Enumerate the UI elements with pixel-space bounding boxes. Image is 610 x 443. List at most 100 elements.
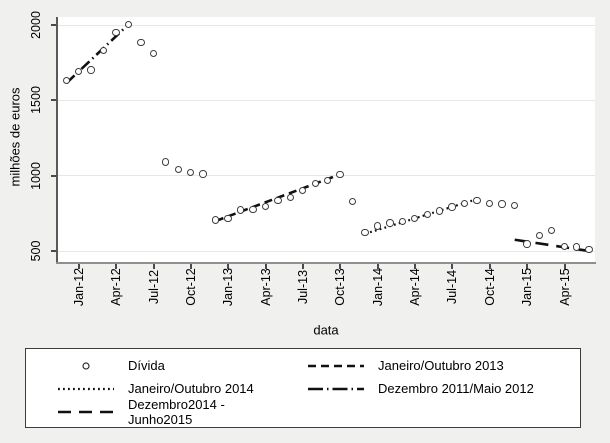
data-point	[261, 202, 270, 210]
data-point	[460, 199, 469, 207]
data-point	[199, 170, 207, 178]
legend-item: Janeiro/Outubro 2013	[286, 358, 580, 373]
x-tick-label: Jan-12	[71, 267, 86, 307]
data-point	[286, 193, 294, 201]
data-point	[124, 21, 133, 29]
y-tick-label: 1500	[29, 86, 43, 115]
data-point	[423, 210, 431, 219]
x-tick-label: Jul-12	[146, 269, 161, 305]
data-point	[373, 222, 382, 230]
data-point	[87, 66, 95, 74]
y-axis-title: milhões de euros	[7, 87, 23, 187]
legend: Dívida Janeiro/Outubro 2013 Janeiro/Outubr…	[25, 348, 581, 428]
data-point	[535, 231, 543, 240]
legend-longdash-icon	[58, 410, 114, 413]
legend-label: Dívida	[128, 358, 165, 373]
x-tick-mark	[152, 264, 155, 269]
x-tick-label: Apr-13	[258, 268, 273, 306]
legend-symbol-box	[36, 406, 116, 418]
legend-dotted-icon	[58, 387, 114, 390]
legend-dashed-icon	[308, 364, 364, 367]
y-tick-mark	[51, 24, 57, 26]
x-axis-title: data	[313, 322, 339, 338]
legend-label: Janeiro/Outubro 2014	[128, 381, 254, 396]
data-point	[572, 243, 581, 251]
data-point	[74, 67, 83, 76]
data-point	[448, 203, 456, 211]
data-point	[249, 205, 257, 213]
gridline	[57, 99, 595, 101]
x-tick-label: Apr-14	[408, 268, 423, 306]
data-point	[498, 200, 506, 208]
legend-symbol-box	[286, 360, 366, 372]
x-tick-label: Jan-13	[221, 267, 236, 307]
data-point	[99, 46, 108, 54]
data-point	[361, 228, 369, 237]
legend-symbol-box	[286, 383, 366, 395]
x-tick-mark	[264, 264, 267, 269]
legend-label: Dezembro2014 - Junho2015	[128, 396, 225, 427]
data-point	[211, 216, 220, 224]
data-point	[348, 198, 357, 206]
legend-label: Dezembro 2011/Maio 2012	[378, 381, 534, 396]
data-point	[436, 207, 444, 215]
data-point	[274, 196, 282, 204]
legend-circle-icon	[82, 361, 90, 370]
gridline	[57, 24, 595, 26]
data-point	[137, 39, 145, 47]
x-axis-line	[56, 262, 596, 264]
x-tick-mark	[190, 264, 192, 269]
data-point	[323, 176, 332, 185]
x-tick-mark	[115, 264, 118, 269]
data-point	[398, 217, 407, 226]
data-point	[62, 76, 70, 85]
x-tick-label: Apr-12	[109, 268, 124, 306]
gridline	[57, 175, 595, 177]
legend-label: Janeiro/Outubro 2013	[378, 358, 504, 373]
x-tick-label: Jan-15	[520, 267, 535, 307]
y-tick-label: 1000	[29, 161, 43, 190]
x-tick-mark	[227, 264, 230, 269]
data-point	[548, 226, 556, 235]
legend-symbol-box	[36, 360, 116, 372]
data-point	[174, 165, 182, 174]
data-point	[411, 214, 419, 223]
y-axis-line	[56, 17, 58, 263]
data-point	[162, 158, 170, 166]
x-tick-label: Oct-13	[333, 268, 348, 306]
data-point	[149, 49, 158, 58]
x-tick-label: Jul-13	[296, 269, 311, 305]
x-tick-label: Oct-12	[184, 268, 198, 306]
x-tick-mark	[526, 264, 529, 269]
y-tick-mark	[51, 99, 57, 102]
x-tick-mark	[488, 264, 491, 269]
data-point	[523, 240, 531, 248]
x-tick-mark	[451, 264, 454, 269]
y-tick-label: 2000	[29, 11, 43, 39]
data-point	[510, 201, 519, 210]
x-tick-mark	[339, 264, 342, 269]
data-point	[585, 245, 593, 253]
data-point	[236, 206, 245, 214]
x-tick-mark	[563, 264, 566, 269]
data-point	[473, 196, 481, 204]
legend-item: Janeiro/Outubro 2014	[36, 381, 286, 396]
x-tick-mark	[77, 264, 80, 269]
legend-item: Dezembro2014 - Junho2015	[36, 397, 286, 427]
data-point	[224, 214, 232, 223]
legend-symbol-box	[36, 383, 116, 395]
data-point	[386, 219, 394, 227]
y-tick-label: 500	[29, 240, 43, 262]
x-tick-mark	[414, 264, 417, 269]
data-point	[560, 242, 568, 250]
y-tick-mark	[51, 174, 57, 177]
data-point	[112, 28, 120, 36]
data-point	[187, 168, 195, 177]
data-point	[311, 179, 319, 188]
data-point	[299, 186, 307, 195]
gridline	[57, 250, 595, 252]
legend-dashdot-icon	[308, 387, 364, 390]
y-tick-mark	[51, 250, 57, 253]
legend-item: Dívida	[36, 358, 286, 373]
